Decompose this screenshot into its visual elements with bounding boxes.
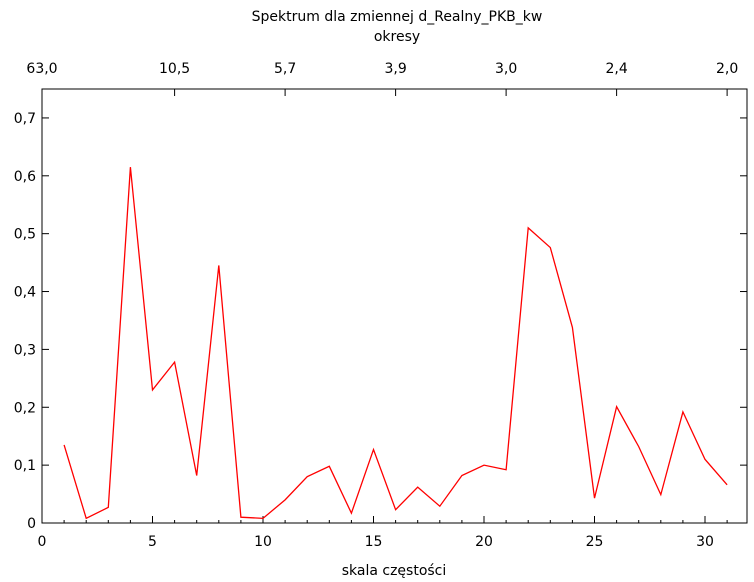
x-axis-label: skala częstości [342, 563, 447, 579]
top-tick-label: 10,5 [159, 61, 190, 77]
y-tick-label: 0,6 [14, 169, 36, 185]
x-tick-label: 30 [696, 534, 714, 550]
x-tick-label: 20 [475, 534, 493, 550]
y-tick-label: 0,1 [14, 458, 36, 474]
axis-tick-labels: 0 5 10 15 20 25 30 63,0 10,5 5,7 3,9 3,0 2,4 2,0 0 0,1 0… [14, 61, 739, 550]
series-group [63, 167, 728, 520]
plot-frame [41, 88, 748, 524]
series-line [63, 167, 728, 520]
y-tick-label: 0 [27, 516, 36, 532]
top-tick-label: 5,7 [274, 61, 296, 77]
x-tick-label: 15 [365, 534, 383, 550]
y-tick-label: 0,4 [14, 285, 36, 301]
y-tick-label: 0,2 [14, 400, 36, 416]
chart-title: Spektrum dla zmiennej d_Realny_PKB_kw [252, 9, 543, 25]
x-tick-label: 0 [38, 534, 47, 550]
top-tick-label: 63,0 [26, 61, 57, 77]
y-tick-label: 0,7 [14, 111, 36, 127]
top-tick-label: 3,0 [495, 61, 517, 77]
top-tick-label: 2,0 [716, 61, 738, 77]
x-tick-label: 25 [586, 534, 604, 550]
top-axis-label: okresy [374, 29, 420, 45]
y-tick-label: 0,5 [14, 227, 36, 243]
y-tick-label: 0,3 [14, 342, 36, 358]
x-tick-label: 10 [254, 534, 272, 550]
top-tick-label: 3,9 [384, 61, 406, 77]
axis-ticks [41, 89, 747, 524]
x-tick-label: 5 [148, 534, 157, 550]
top-tick-label: 2,4 [605, 61, 627, 77]
